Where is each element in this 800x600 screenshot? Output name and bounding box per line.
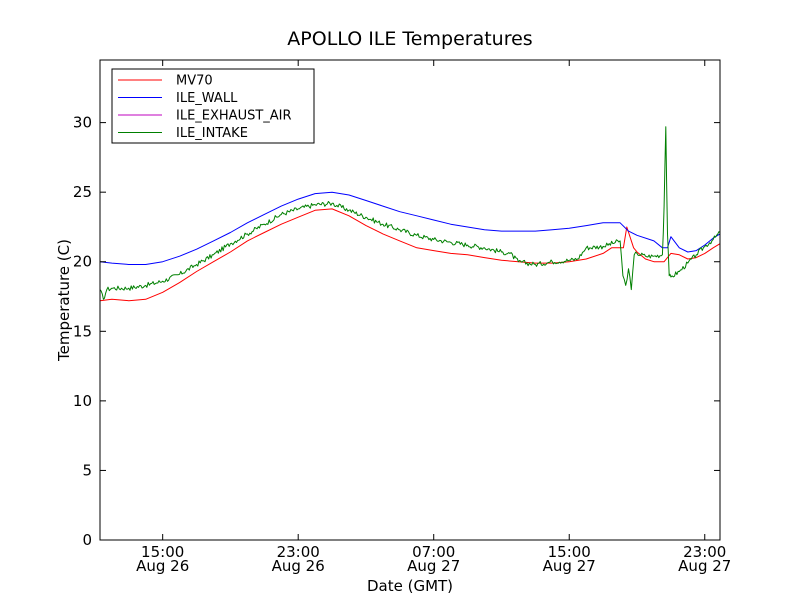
plot-area [99,59,721,541]
x-tick-label-time: 15:00 [141,543,184,561]
legend-label-ile-wall: ILE_WALL [176,91,238,106]
y-tick-label: 5 [82,461,92,479]
legend-frame [111,68,315,144]
x-tick-label-date: Aug 27 [407,557,460,575]
x-tick-label-time: 23:00 [277,543,320,561]
y-axis-label: Temperature (C) [55,239,73,362]
y-tick-label: 10 [73,392,92,410]
legend-label-mv70: MV70 [176,74,213,89]
legend-label-ile-exhaust-air: ILE_EXHAUST_AIR [176,109,292,124]
x-tick-label-time: 23:00 [683,543,726,561]
x-tick-label-date: Aug 26 [272,557,325,575]
y-axis-ticks: 0 5 10 15 20 25 30 [73,114,720,549]
plot-frame [99,59,721,541]
y-tick-label: 20 [73,253,92,271]
x-tick-label-time: 15:00 [548,543,591,561]
x-tick-label-date: Aug 27 [543,557,596,575]
y-tick-label: 0 [82,531,92,549]
series-line-mv70 [99,208,721,302]
x-tick-label-time: 07:00 [412,543,455,561]
y-tick-label: 25 [73,183,92,201]
chart-title: APOLLO ILE Temperatures [287,28,532,50]
x-tick-label-date: Aug 27 [678,557,731,575]
series-line-ile-wall [99,191,721,265]
y-tick-label: 15 [73,322,92,340]
legend: MV70 ILE_WALL ILE_EXHAUST_AIR ILE_INTAKE [111,68,315,144]
x-tick-label-date: Aug 26 [136,557,189,575]
series-line-ile-intake [99,126,721,300]
y-tick-label: 30 [73,114,92,132]
legend-items: MV70 ILE_WALL ILE_EXHAUST_AIR ILE_INTAKE [118,74,292,141]
series-layer [99,126,721,302]
legend-label-ile-intake: ILE_INTAKE [176,126,248,141]
x-axis-label: Date (GMT) [367,577,453,595]
